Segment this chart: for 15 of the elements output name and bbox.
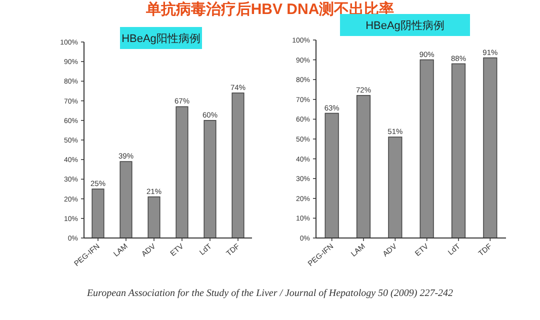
bar [204,120,216,238]
bar [232,92,244,238]
bar [324,112,339,238]
bar [420,59,434,238]
bar [483,57,498,238]
bar [388,136,402,238]
bar [176,106,188,238]
bar [120,161,132,238]
chart-title: HBeAg阳性病例 [122,32,200,45]
bar [148,196,160,238]
chart-title: HBeAg阴性病例 [366,19,444,32]
bar [451,63,466,238]
text: European Association for the Study of the Liver / Journal of Hepatology 50 (2009) 227-242 [86,288,454,299]
bar [92,188,104,238]
bar [356,95,371,238]
